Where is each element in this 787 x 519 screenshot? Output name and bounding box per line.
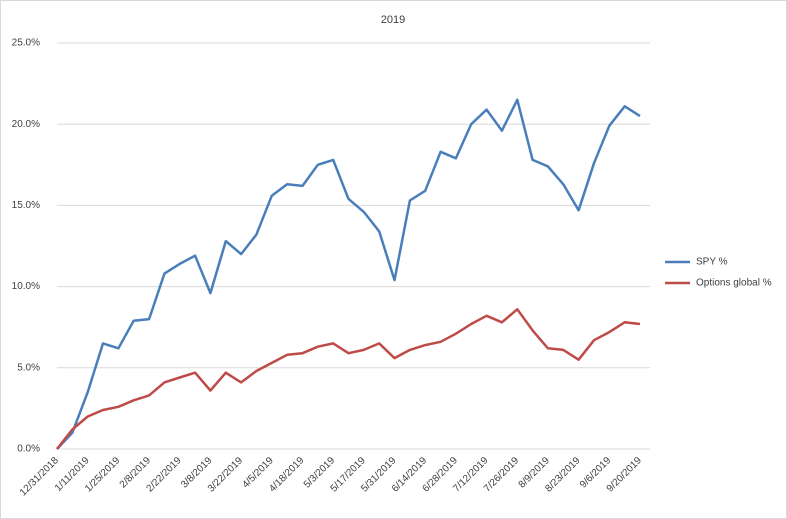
y-tick-label: 20.0% (12, 119, 40, 130)
y-tick-label: 15.0% (12, 200, 40, 211)
chart-title: 2019 (381, 14, 405, 26)
y-tick-label: 25.0% (12, 38, 40, 49)
y-tick-label: 0.0% (17, 444, 40, 455)
y-tick-label: 10.0% (12, 281, 40, 292)
series-line (56, 308, 641, 450)
legend-label: Options global % (696, 278, 772, 289)
legend-label: SPY % (696, 257, 728, 268)
y-tick-label: 5.0% (17, 362, 40, 373)
series-line (56, 98, 641, 450)
